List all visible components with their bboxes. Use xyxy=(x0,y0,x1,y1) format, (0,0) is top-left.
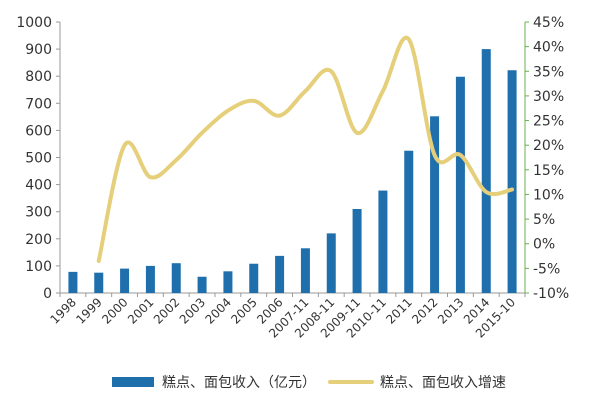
x-tick-label: 2004 xyxy=(203,295,234,326)
bar xyxy=(145,265,155,293)
x-tick-label: 2012 xyxy=(409,295,440,326)
bar xyxy=(326,233,336,293)
right-tick-label: 20% xyxy=(533,138,564,154)
right-tick-label: 25% xyxy=(533,114,564,130)
bar-series xyxy=(68,49,517,293)
bar xyxy=(171,263,181,293)
bar xyxy=(507,70,517,293)
bar xyxy=(300,248,310,293)
x-tick-label: 2005 xyxy=(228,295,259,326)
bar xyxy=(197,276,207,293)
bar xyxy=(430,116,440,293)
legend-bar-swatch xyxy=(112,377,154,387)
legend-line-label: 糕点、面包收入增速 xyxy=(380,375,506,391)
x-tick-label: 2001 xyxy=(125,295,156,326)
right-tick-label: 35% xyxy=(533,64,564,80)
right-tick-label: -10% xyxy=(533,286,569,302)
right-tick-label: 40% xyxy=(533,40,564,56)
x-tick-label: 2002 xyxy=(151,295,182,326)
x-tick-label: 2000 xyxy=(99,295,130,326)
left-tick-label: 400 xyxy=(25,178,52,194)
x-tick-label: 1999 xyxy=(73,295,104,326)
right-tick-label: 5% xyxy=(533,212,555,228)
x-axis: 1998199920002001200220032004200520062007… xyxy=(48,292,526,341)
right-tick-label: 15% xyxy=(533,163,564,179)
line-series xyxy=(96,35,515,263)
x-tick-label: 1998 xyxy=(48,295,79,326)
x-tick-label: 2003 xyxy=(177,295,208,326)
left-tick-label: 900 xyxy=(25,42,52,58)
right-tick-label: 0% xyxy=(533,237,555,253)
left-tick-label: 600 xyxy=(25,123,52,139)
x-tick-label: 2013 xyxy=(435,295,466,326)
left-tick-label: 500 xyxy=(25,151,52,167)
bar xyxy=(68,271,78,293)
bar xyxy=(352,208,362,293)
left-tick-label: 700 xyxy=(25,96,52,112)
left-axis: 0 100 200 300 400 500 600 700 800 900 1000 xyxy=(16,15,61,302)
left-tick-label: 100 xyxy=(25,259,52,275)
bar xyxy=(481,49,491,293)
bar xyxy=(120,268,130,293)
right-tick-label: 45% xyxy=(533,15,564,31)
left-tick-label: 300 xyxy=(25,205,52,221)
right-tick-label: -5% xyxy=(533,261,560,277)
x-tick-label: 2011 xyxy=(383,295,414,326)
bar xyxy=(249,263,259,293)
bar xyxy=(223,271,233,293)
bar xyxy=(455,76,465,293)
right-tick-label: 30% xyxy=(533,89,564,105)
legend-bar-label: 糕点、面包收入（亿元） xyxy=(162,375,316,391)
left-tick-label: 0 xyxy=(43,286,52,302)
bar xyxy=(275,255,285,293)
right-tick-label: 10% xyxy=(533,187,564,203)
bar xyxy=(404,150,414,293)
growth-line xyxy=(96,35,515,263)
left-tick-label: 200 xyxy=(25,232,52,248)
left-tick-label: 1000 xyxy=(16,15,52,31)
bar xyxy=(378,190,388,293)
left-tick-label: 800 xyxy=(25,69,52,85)
legend: 糕点、面包收入（亿元） 糕点、面包收入增速 xyxy=(112,375,506,391)
bar xyxy=(94,272,104,293)
right-axis: -10% -5% 0% 5% 10% 15% 20% 25% 30% 35% 40% 45% xyxy=(524,15,569,302)
